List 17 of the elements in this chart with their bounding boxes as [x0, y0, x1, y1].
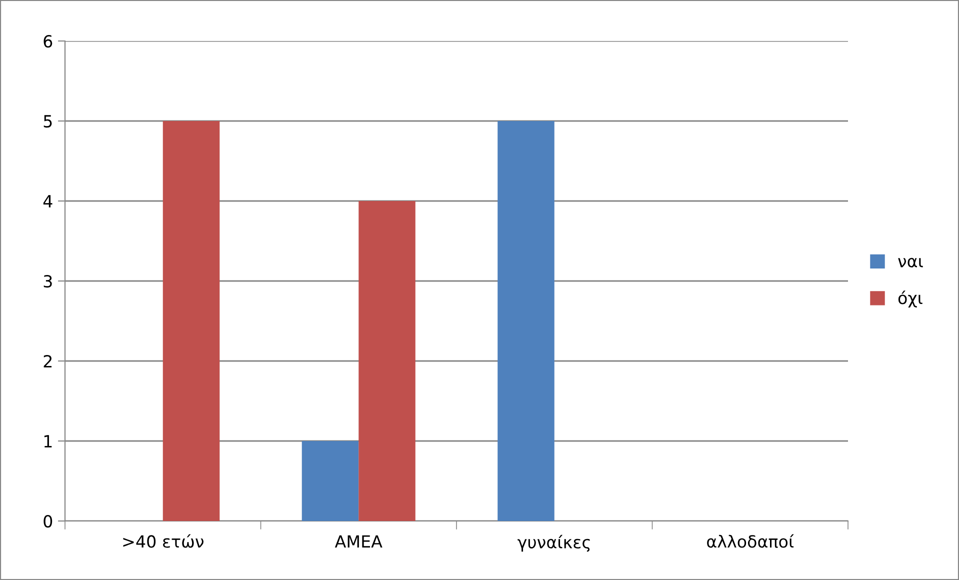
y-tick-label: 0 [44, 514, 52, 528]
y-tick-label: 1 [44, 435, 52, 448]
y-tick-label: 5 [44, 115, 52, 128]
x-tick-label: ΑΜΕΑ [334, 535, 382, 548]
y-tick-label: 3 [44, 274, 52, 288]
bar [358, 201, 416, 521]
y-tick-label: 6 [44, 34, 52, 48]
bar [302, 441, 359, 521]
y-tick-label: 4 [43, 195, 52, 208]
x-tick-label: γυναίκες [518, 534, 590, 552]
x-tick-label: >40 ετών [123, 534, 204, 548]
legend-label: ναι [898, 258, 923, 268]
bar [498, 121, 554, 521]
x-tick-label: αλλοδαποί [707, 534, 794, 548]
y-tick-label: 2 [44, 354, 52, 368]
legend-label: όχι [898, 290, 922, 308]
bar [162, 121, 220, 521]
